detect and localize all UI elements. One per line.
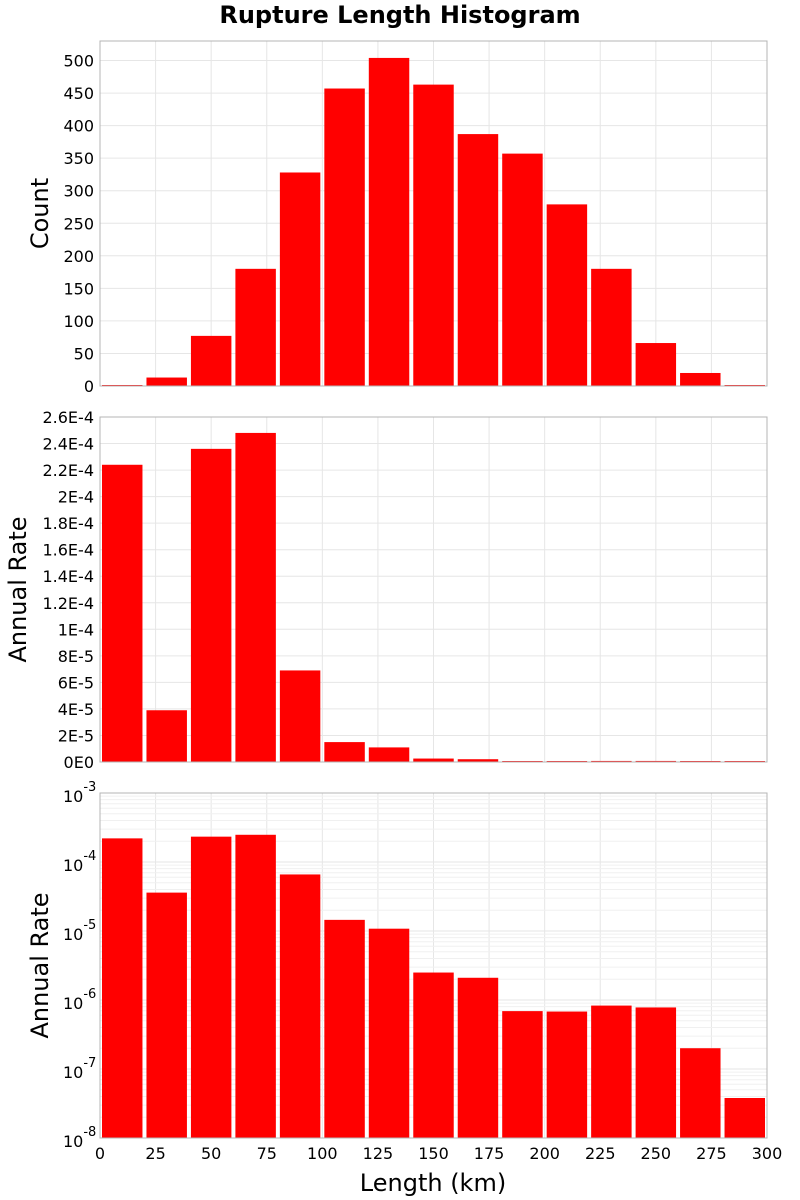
histogram-bar — [546, 1011, 588, 1138]
x-axis-label: Length (km) — [360, 1169, 506, 1197]
y-tick-label: 0 — [84, 377, 94, 396]
plot-frame — [99, 416, 768, 763]
y-tick-label: 0E0 — [64, 753, 94, 772]
histogram-bar — [279, 874, 321, 1138]
y-tick-label: 50 — [74, 344, 94, 363]
histogram-bar — [635, 760, 677, 762]
y-tick-label: 250 — [63, 214, 94, 233]
y-tick-label: 10-5 — [63, 918, 96, 944]
y-axis-label: Annual Rate — [26, 892, 54, 1038]
histogram-bar — [457, 134, 499, 386]
histogram-bar — [279, 670, 321, 762]
x-tick-label: 125 — [363, 1144, 394, 1163]
histogram-bar — [368, 747, 410, 762]
y-tick-label: 10-8 — [63, 1125, 96, 1151]
y-tick-label: 150 — [63, 279, 94, 298]
plot-frame — [99, 40, 768, 387]
histogram-bar — [324, 919, 365, 1138]
y-tick-label: 2.2E-4 — [42, 461, 94, 480]
panel-2: 0E0 2E-5 4E-5 6E-5 8E-5 1E-4 1.2E-4 1.4E-4 1.6E-… — [4, 408, 768, 772]
histogram-bar — [680, 1048, 721, 1138]
y-axis-label: Count — [26, 178, 54, 249]
y-tick-label: 4E-5 — [58, 700, 94, 719]
y-tick-label: 1.8E-4 — [42, 514, 94, 533]
x-tick-label: 100 — [307, 1144, 338, 1163]
x-tick-label: 225 — [585, 1144, 616, 1163]
x-tick-label: 275 — [696, 1144, 727, 1163]
y-tick-label: 350 — [63, 149, 94, 168]
histogram-bar — [724, 1097, 765, 1138]
x-axis: 0 25 50 75 100 125 150 175 200 225 250 275 300 — [95, 1144, 782, 1163]
histogram-bar — [102, 464, 143, 762]
histogram-bar — [146, 710, 187, 762]
histogram-bar — [502, 153, 543, 386]
y-tick-label: 2E-4 — [58, 488, 94, 507]
x-tick-label: 0 — [95, 1144, 105, 1163]
y-tick-label: 10-6 — [63, 987, 96, 1013]
y-tick-label: 500 — [63, 52, 94, 71]
histogram-bar — [591, 268, 632, 386]
histogram-bar — [368, 928, 410, 1138]
histogram-bar — [457, 977, 499, 1138]
histogram-bar — [635, 343, 677, 386]
y-tick-label: 10-7 — [63, 1056, 96, 1082]
histogram-bar — [457, 759, 499, 762]
histogram-bar — [368, 57, 410, 386]
x-tick-label: 150 — [418, 1144, 449, 1163]
panel-3: 10-8 10-7 10-6 10-5 10-4 10-3 Annual Rate — [26, 780, 768, 1151]
histogram-bar — [235, 268, 276, 386]
histogram-bar — [680, 372, 721, 386]
y-tick-label: 1E-4 — [58, 620, 94, 639]
x-tick-label: 250 — [641, 1144, 672, 1163]
histogram-bar — [190, 448, 232, 762]
plot-frame — [99, 792, 768, 1139]
y-tick-label: 6E-5 — [58, 673, 94, 692]
histogram-bar — [413, 84, 454, 386]
y-tick-label: 1.4E-4 — [42, 567, 94, 586]
histogram-bar — [324, 742, 365, 762]
histogram-bar — [591, 1005, 632, 1138]
y-tick-label: 2.6E-4 — [42, 408, 94, 427]
y-tick-label: 8E-5 — [58, 647, 94, 666]
y-tick-label: 1.6E-4 — [42, 541, 94, 560]
histogram-bar — [102, 838, 143, 1138]
y-tick-label: 300 — [63, 182, 94, 201]
y-tick-label: 200 — [63, 247, 94, 266]
histogram-bar — [546, 204, 588, 386]
chart-title: Rupture Length Histogram — [219, 1, 580, 29]
y-tick-label: 1.2E-4 — [42, 594, 94, 613]
y-tick-label: 10-3 — [63, 780, 96, 806]
y-tick-label: 100 — [63, 312, 94, 331]
y-axis-label: Annual Rate — [4, 516, 32, 662]
histogram-bar — [235, 834, 276, 1138]
histogram-bar — [235, 432, 276, 762]
y-tick-label: 400 — [63, 117, 94, 136]
histogram-bar — [591, 760, 632, 762]
histogram-bar — [279, 172, 321, 386]
y-tick-label: 10-4 — [63, 849, 96, 875]
y-tick-label: 2E-5 — [58, 726, 94, 745]
histogram-bar — [146, 892, 187, 1138]
panel-1: 0 50 100 150 200 250 300 350 400 450 500 Count — [26, 40, 768, 396]
x-tick-label: 200 — [529, 1144, 560, 1163]
histogram-bar — [324, 88, 365, 387]
y-tick-label: 2.4E-4 — [42, 435, 94, 454]
histogram-bar — [146, 377, 187, 386]
x-tick-label: 175 — [474, 1144, 505, 1163]
histogram-bar — [635, 1007, 677, 1138]
y-tick-label: 450 — [63, 84, 94, 103]
x-tick-label: 300 — [752, 1144, 783, 1163]
x-tick-label: 50 — [201, 1144, 221, 1163]
x-tick-label: 25 — [145, 1144, 165, 1163]
histogram-bar — [413, 758, 454, 762]
histogram-bar — [190, 335, 232, 386]
histogram-bar — [413, 972, 454, 1138]
x-tick-label: 75 — [257, 1144, 277, 1163]
histogram-bar — [190, 836, 232, 1138]
histogram-bar — [502, 1011, 543, 1138]
